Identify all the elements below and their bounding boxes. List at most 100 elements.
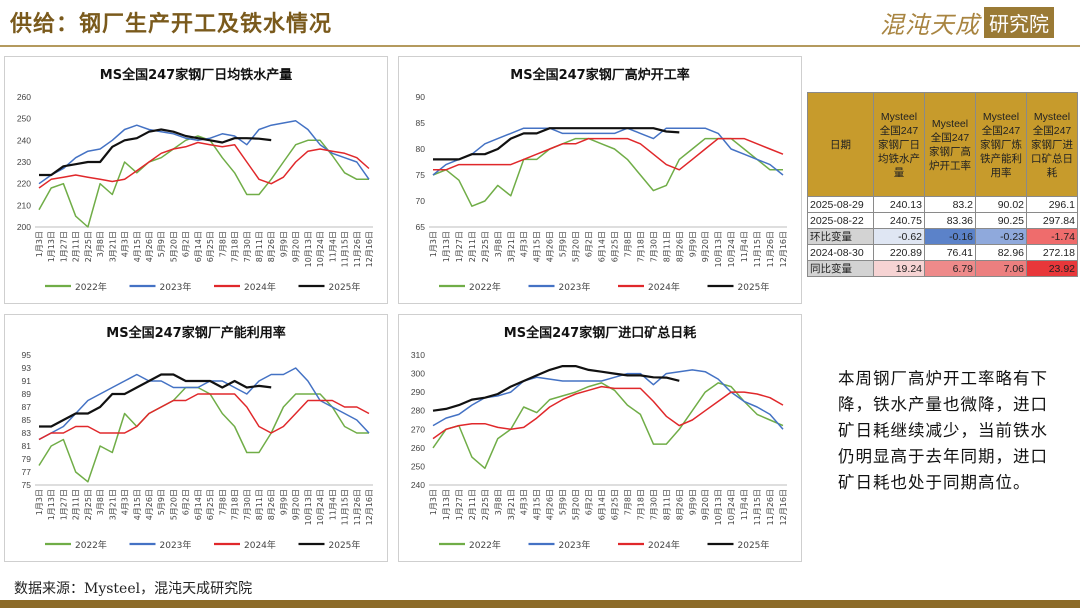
x-tick-label: 6月14日 xyxy=(598,231,607,262)
series-line-s2023 xyxy=(38,367,370,441)
x-tick-label: 9月20日 xyxy=(701,489,710,520)
x-tick-label: 6月25日 xyxy=(206,489,215,520)
x-tick-label: 7月18日 xyxy=(231,231,240,262)
table-cell: 6.79 xyxy=(924,260,976,277)
chart-svg: MS全国247家钢厂日均铁水产量 200 210 220 230 240 250 260 1月3… xyxy=(17,67,374,293)
summary-table: 日期 Mysteel全国247家钢厂日均铁水产量 Mysteel全国247家钢厂… xyxy=(807,92,1078,277)
y-tick-label: 240 xyxy=(411,480,425,490)
table-row-label: 同比变量 xyxy=(807,260,874,277)
x-tick-label: 6月2日 xyxy=(182,231,191,257)
chart-title: MS全国247家钢厂日均铁水产量 xyxy=(100,67,292,83)
y-tick-label: 230 xyxy=(17,157,31,167)
x-tick-label: 11月26日 xyxy=(766,489,775,525)
commentary-text: 本周钢厂高炉开工率略有下降，铁水产量也微降，进口矿日耗继续减少，当前铁水仍明显高… xyxy=(838,369,1048,492)
y-tick-label: 200 xyxy=(17,222,31,232)
x-tick-label: 1月13日 xyxy=(442,231,451,262)
chart-title: MS全国247家钢厂高炉开工率 xyxy=(510,67,689,83)
legend-label: 2022年 xyxy=(469,539,501,551)
x-tick-label: 4月15日 xyxy=(533,231,542,262)
table-cell: 90.02 xyxy=(975,196,1027,213)
series-line-s2025 xyxy=(432,365,680,412)
x-tick-label: 4月3日 xyxy=(520,231,529,257)
y-tick-label: 77 xyxy=(22,467,32,477)
x-tick-label: 3月8日 xyxy=(96,489,105,515)
x-tick-label: 8月11日 xyxy=(662,231,671,262)
x-tick-label: 6月2日 xyxy=(585,231,594,257)
y-tick-label: 290 xyxy=(411,387,425,397)
x-tick-label: 9月9日 xyxy=(688,489,697,515)
table-row: 2025-08-22 240.75 83.36 90.25 297.84 xyxy=(807,212,1078,229)
x-tick-label: 4月15日 xyxy=(133,489,142,520)
legend-label: 2022年 xyxy=(75,281,107,293)
legend-label: 2023年 xyxy=(160,539,192,551)
x-tick-label: 2月11日 xyxy=(468,231,477,262)
table-cell: -0.23 xyxy=(975,228,1027,245)
x-tick-label: 1月3日 xyxy=(429,489,438,515)
x-tick-label: 9月20日 xyxy=(292,231,301,262)
x-tick-label: 4月3日 xyxy=(121,231,130,257)
x-tick-label: 7月8日 xyxy=(623,489,632,515)
x-tick-label: 11月4日 xyxy=(740,231,749,262)
chart-svg: MS全国247家钢厂高炉开工率 65 70 75 80 85 90 1月3日 1月13日 1月27… xyxy=(416,67,788,293)
x-tick-label: 5月9日 xyxy=(157,231,166,257)
x-tick-label: 1月27日 xyxy=(59,489,68,520)
x-tick-label: 3月21日 xyxy=(108,231,117,262)
legend-label: 2024年 xyxy=(244,539,276,551)
chart-title: MS全国247家钢厂进口矿总日耗 xyxy=(504,325,696,341)
table-header-row: 日期 Mysteel全国247家钢厂日均铁水产量 Mysteel全国247家钢厂… xyxy=(807,92,1078,197)
y-tick-label: 240 xyxy=(17,135,31,145)
x-tick-label: 5月20日 xyxy=(572,231,581,262)
x-tick-label: 11月4日 xyxy=(328,489,337,520)
x-tick-label: 6月25日 xyxy=(610,489,619,520)
legend-label: 2023年 xyxy=(160,281,192,293)
header-bar: 供给：钢厂生产开工及铁水情况 混沌天成 研究院 xyxy=(0,0,1080,46)
x-tick-label: 11月15日 xyxy=(341,489,350,525)
legend-label: 2025年 xyxy=(329,539,361,551)
series-line-s2022 xyxy=(432,382,784,470)
series-line-s2022 xyxy=(38,386,369,483)
x-tick-label: 1月13日 xyxy=(47,489,56,520)
chart-svg: MS全国247家钢厂产能利用率 75 77 79 81 83 85 87 89 91 93 95 1月3… xyxy=(22,325,374,551)
series-line-s2023 xyxy=(432,127,784,176)
legend-label: 2024年 xyxy=(648,281,680,293)
x-tick-label: 2月11日 xyxy=(468,489,477,520)
y-tick-label: 93 xyxy=(22,363,32,373)
y-tick-label: 70 xyxy=(416,196,426,206)
x-tick-label: 1月27日 xyxy=(455,489,464,520)
table-header-col2: Mysteel全国247家钢厂高炉开工率 xyxy=(924,92,976,197)
table-cell: -0.16 xyxy=(924,228,976,245)
y-tick-label: 91 xyxy=(22,376,32,386)
series-line-s2025 xyxy=(39,373,272,428)
x-tick-label: 7月30日 xyxy=(243,231,252,262)
x-tick-label: 8月26日 xyxy=(267,231,276,262)
x-tick-label: 6月14日 xyxy=(194,231,203,262)
table-cell: -1.74 xyxy=(1026,228,1078,245)
brand-logo: 混沌天成 研究院 xyxy=(880,6,1054,39)
chart-svg: MS全国247家钢厂进口矿总日耗 240 250 260 270 280 290 300 310… xyxy=(411,325,788,551)
x-tick-label: 1月3日 xyxy=(35,489,44,515)
table-row-label: 2025-08-22 xyxy=(807,212,874,229)
x-tick-label: 12月16日 xyxy=(365,489,374,525)
x-tick-label: 5月20日 xyxy=(169,489,178,520)
x-tick-label: 10月13日 xyxy=(714,231,723,267)
data-source: 数据来源：Mysteel，混沌天成研究院 xyxy=(14,581,253,597)
y-tick-label: 220 xyxy=(17,179,31,189)
chart-capacity-utilization: MS全国247家钢厂产能利用率 75 77 79 81 83 85 87 89 91 93 95 1月3… xyxy=(4,314,388,562)
series-line-s2024 xyxy=(38,141,370,189)
x-tick-label: 10月13日 xyxy=(304,231,313,267)
series-line-s2024 xyxy=(433,137,784,171)
table-row-label: 环比变量 xyxy=(807,228,874,245)
y-tick-label: 89 xyxy=(22,389,32,399)
brand-main-text: 混沌天成 xyxy=(880,10,980,39)
x-tick-label: 10月13日 xyxy=(714,489,723,525)
x-tick-label: 6月14日 xyxy=(194,489,203,520)
x-tick-label: 8月26日 xyxy=(267,489,276,520)
series-line-s2024 xyxy=(432,385,784,440)
table-cell: 272.18 xyxy=(1026,244,1078,261)
x-tick-label: 10月24日 xyxy=(316,231,325,267)
series-line-s2024 xyxy=(38,393,370,441)
y-tick-label: 250 xyxy=(411,461,425,471)
y-tick-label: 85 xyxy=(22,415,32,425)
table-cell: 240.75 xyxy=(873,212,925,229)
x-tick-label: 2月25日 xyxy=(84,489,93,520)
